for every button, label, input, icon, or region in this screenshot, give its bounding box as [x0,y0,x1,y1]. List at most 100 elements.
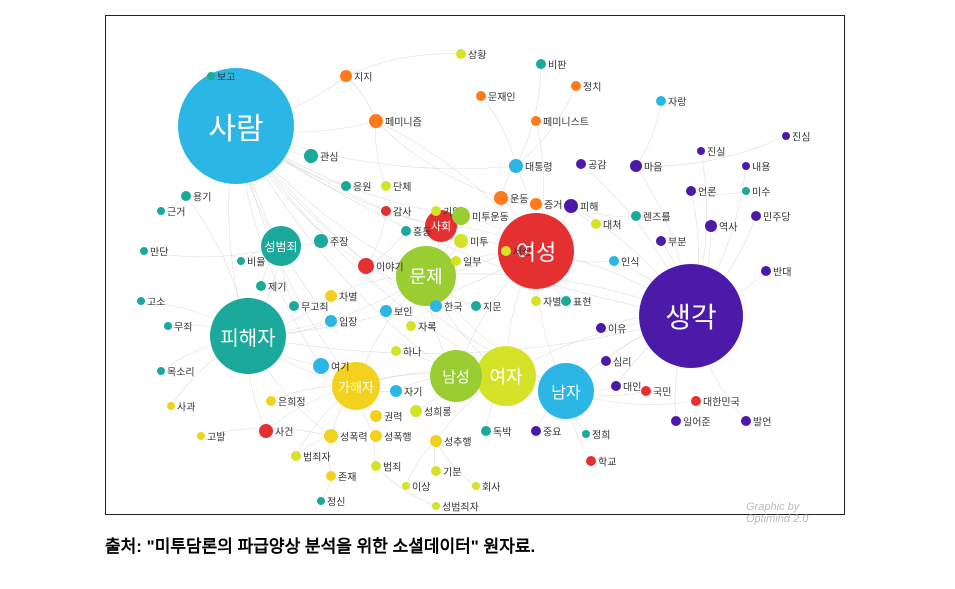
node-hakgyo: 학교 [586,456,596,466]
node-simri: 심리 [601,356,611,366]
node-jeonghui: 정희 [582,430,590,438]
node-jegi: 제기 [256,281,266,291]
node-label-jinsim: 진심 [792,129,810,144]
node-label-eungwon: 응원 [353,179,371,194]
node-muroe: 무죄 [164,322,172,330]
node-label-namseong: 남성 [442,366,470,387]
node-namseong: 남성 [430,350,482,402]
node-jeongsin: 정신 [317,497,325,505]
node-label-pihaeja: 피해자 [220,322,275,351]
credit-text: Graphic by Optimind 2.0 [746,501,844,525]
node-gonggam: 공감 [576,159,586,169]
node-label-gungmin: 국민 [653,384,671,399]
node-dokbak: 독박 [481,426,491,436]
node-hoesa: 회사 [472,482,480,490]
node-jinsim: 진심 [782,132,790,140]
node-label-bubun: 부분 [668,234,686,249]
node-label-gonggam: 공감 [588,157,606,172]
node-label-simri: 심리 [613,354,631,369]
node-label-baleon: 발언 [753,414,771,429]
node-misu: 미수 [742,187,750,195]
node-munjaein: 문재인 [476,91,486,101]
node-label-iyagi: 이야기 [376,259,404,274]
node-label-ilbu: 일부 [463,254,481,269]
node-label-mitoo: 미투 [470,234,488,249]
node-danche: 단체 [381,181,391,191]
node-label-seongpokryeok: 성폭력 [340,429,368,444]
node-label-hakgyo: 학교 [598,454,616,469]
node-heungdong: 흥동 [401,226,411,236]
node-label-jagi: 자기 [404,384,422,399]
node-label-dokbak: 독박 [493,424,511,439]
node-label-misu: 미수 [752,184,770,199]
node-label-jeungeo: 증거 [544,197,562,212]
node-munje: 문제 [396,246,456,306]
node-label-namja: 남자 [551,379,580,403]
node-feminist: 페미니스트 [531,116,541,126]
node-label-iyu: 이유 [608,321,626,336]
node-geungeo: 근거 [157,207,165,215]
node-label-bogo: 보고 [217,69,235,84]
node-hanguk: 한국 [430,300,442,312]
node-label-jeongchi: 정치 [583,79,601,94]
node-yonggi: 용기 [181,191,191,201]
node-seongbeomjoeja: 성범죄자 [432,502,440,510]
node-label-gwollyeok: 권력 [384,409,402,424]
node-label-sageon: 사건 [275,424,293,439]
node-label-hanguk: 한국 [444,299,462,314]
node-label-minjudang: 민주당 [763,209,791,224]
node-yeoja: 여자 [476,346,536,406]
node-seongpokhaeng: 성폭행 [370,430,382,442]
node-label-eonlon: 언론 [698,184,716,199]
node-jinsil: 진실 [697,147,705,155]
node-jiji: 지지 [340,70,352,82]
node-label-munjaein: 문재인 [488,89,516,104]
node-sanghwang: 상황 [456,49,466,59]
node-label-gobal: 고발 [207,429,225,444]
node-label-muhoechi: 무고죄 [301,299,329,314]
node-mitooundong: 미투운동 [452,207,470,225]
node-label-daecheo: 대처 [603,217,621,232]
node-label-yeoja: 여자 [489,363,522,389]
node-label-jeongsin: 정신 [327,494,345,509]
node-saenggak: 생각 [639,264,743,368]
node-label-seonghuirong: 성희롱 [424,404,452,419]
node-muhoechi: 무고죄 [289,301,299,311]
node-mitoo: 미투 [454,234,468,248]
node-label-gibun: 기분 [443,464,461,479]
node-daetongnyeong: 대통령 [509,159,523,173]
node-label-jungyo: 중요 [543,424,561,439]
node-label-jonjae: 존재 [338,469,356,484]
node-bogo: 보고 [207,72,215,80]
node-label-gamsa: 감사 [393,204,411,219]
node-label-jarok: 자록 [418,319,436,334]
node-mandan: 만단 [140,247,148,255]
node-feminism: 페미니즘 [369,114,383,128]
node-jarok: 자록 [406,321,416,331]
node-maeum: 마음 [630,160,642,172]
node-ilbu: 일부 [451,256,461,266]
node-yeoksa: 역사 [705,220,717,232]
node-label-insik: 인식 [621,254,639,269]
node-label-gahaeja: 가해자 [338,377,374,396]
node-label-biul: 비율 [247,254,265,269]
node-label-sahoe: 사회 [431,218,451,234]
node-label-geungeo: 근거 [167,204,185,219]
node-jeongchi: 정치 [571,81,581,91]
node-label-goso: 고소 [147,294,165,309]
node-label-danche: 단체 [393,179,411,194]
edge [375,121,386,186]
node-goso: 고소 [137,297,145,305]
node-bandae: 반대 [761,266,771,276]
node-naeyong: 내용 [742,162,750,170]
node-baleon: 발언 [741,416,751,426]
node-label-pihae: 피해 [580,199,598,214]
node-label-munje: 문제 [409,263,442,289]
node-label-sanghwang: 상황 [468,47,486,62]
node-label-naeyong: 내용 [752,159,770,174]
node-label-moksori: 목소리 [167,364,195,379]
node-label-renzeul: 렌즈를 [643,209,671,224]
node-label-chabyeol: 차별 [339,289,357,304]
node-eungwon: 응원 [341,181,351,191]
node-label-ireojun: 일어준 [683,414,711,429]
